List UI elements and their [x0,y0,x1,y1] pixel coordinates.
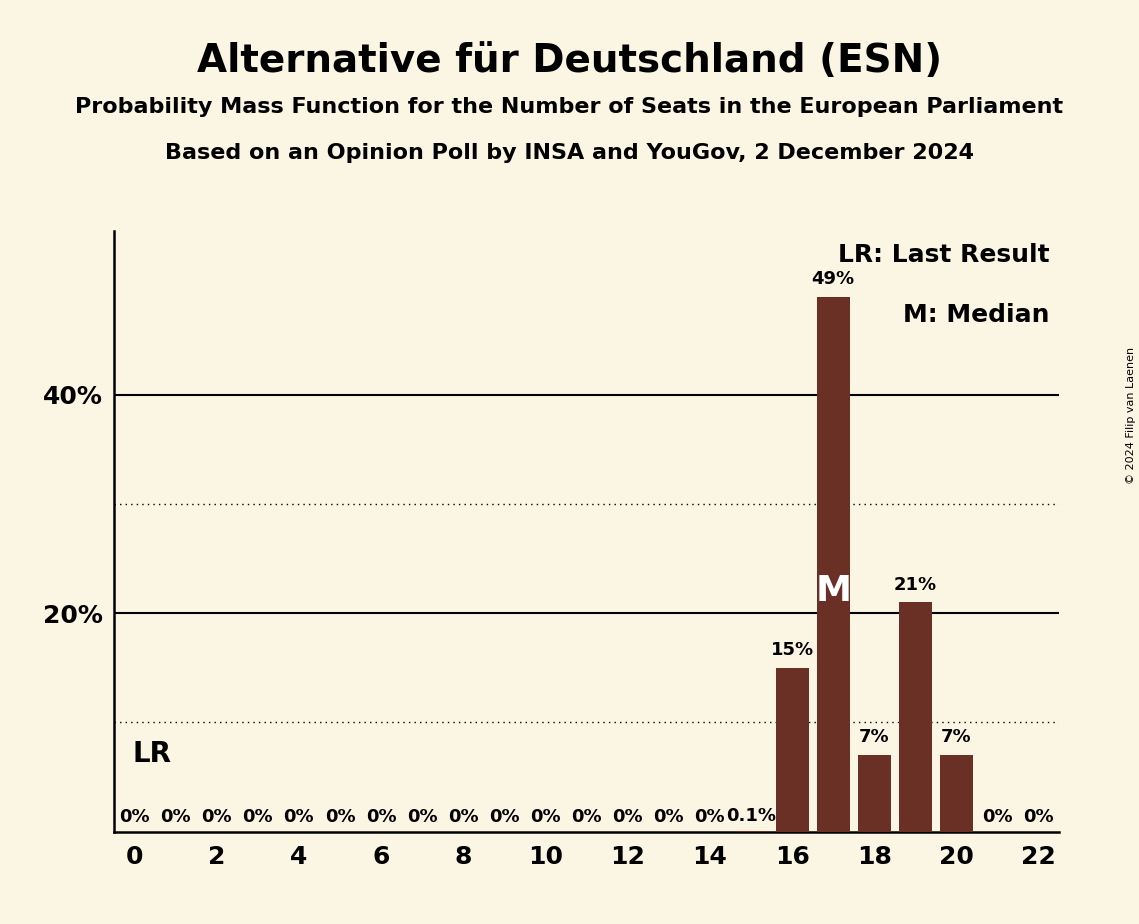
Text: 0%: 0% [120,808,149,826]
Text: Alternative für Deutschland (ESN): Alternative für Deutschland (ESN) [197,42,942,79]
Text: 0%: 0% [325,808,355,826]
Text: LR: LR [133,739,172,768]
Bar [776,668,809,832]
Text: 0%: 0% [982,808,1013,826]
Text: 0%: 0% [695,808,726,826]
Text: 0%: 0% [613,808,644,826]
Text: 0%: 0% [654,808,685,826]
Text: Probability Mass Function for the Number of Seats in the European Parliament: Probability Mass Function for the Number… [75,97,1064,117]
Bar [735,831,768,832]
Text: M: M [816,574,851,608]
Text: 0%: 0% [489,808,519,826]
Text: 7%: 7% [859,728,890,747]
Text: 21%: 21% [894,576,937,593]
Text: M: Median: M: Median [903,303,1050,327]
Text: Based on an Opinion Poll by INSA and YouGov, 2 December 2024: Based on an Opinion Poll by INSA and You… [165,143,974,164]
Bar [940,755,973,832]
Bar [817,297,850,832]
Text: 0%: 0% [202,808,232,826]
Text: 0%: 0% [284,808,314,826]
Bar [899,602,932,832]
Text: 15%: 15% [771,641,813,659]
Text: 0%: 0% [366,808,396,826]
Text: 7%: 7% [941,728,972,747]
Text: 0%: 0% [243,808,273,826]
Text: 0%: 0% [161,808,191,826]
Text: 0%: 0% [1024,808,1054,826]
Bar [858,755,891,832]
Text: 49%: 49% [812,270,854,287]
Text: 0%: 0% [407,808,437,826]
Text: © 2024 Filip van Laenen: © 2024 Filip van Laenen [1125,347,1136,484]
Text: 0%: 0% [448,808,478,826]
Text: LR: Last Result: LR: Last Result [838,243,1050,267]
Text: 0%: 0% [572,808,601,826]
Text: 0.1%: 0.1% [726,807,776,825]
Text: 0%: 0% [530,808,560,826]
